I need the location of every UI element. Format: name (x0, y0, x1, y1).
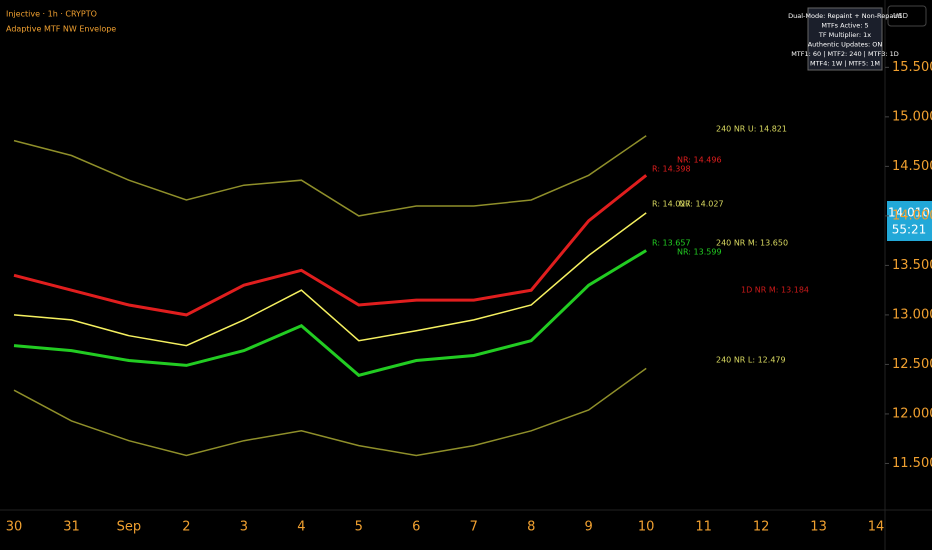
annotation: R: 14.398 (652, 165, 691, 174)
price-tag (887, 201, 932, 241)
x-tick-label: Sep (117, 520, 142, 535)
series-line (13, 135, 647, 217)
series-line (13, 249, 647, 377)
annotation: NR: 14.496 (677, 156, 722, 165)
y-tick-label: 12.000 (892, 406, 932, 421)
x-tick-label: 14 (868, 520, 885, 535)
x-tick-label: 2 (182, 520, 190, 535)
x-tick-label: 30 (6, 520, 23, 535)
annotation: 240 NR M: 13.650 (716, 239, 788, 248)
y-tick-label: 14.500 (892, 159, 932, 174)
x-tick-label: 10 (638, 520, 655, 535)
x-tick-label: 11 (695, 520, 712, 535)
countdown: 55:21 (892, 223, 927, 237)
y-tick-label: 13.000 (892, 307, 932, 322)
y-tick-label: 13.500 (892, 258, 932, 273)
annotation: NR: 13.599 (677, 248, 722, 257)
x-tick-label: 31 (63, 520, 80, 535)
info-line: MTF4: 1W | MTF5: 1M (810, 60, 880, 68)
y-tick-label: 12.500 (892, 357, 932, 372)
annotation: 240 NR L: 12.479 (716, 356, 786, 365)
x-tick-label: 4 (297, 520, 305, 535)
info-line: Authentic Updates: ON (808, 41, 883, 49)
x-tick-label: 8 (527, 520, 535, 535)
y-tick-label: 14.000 (892, 208, 932, 223)
x-tick-label: 7 (470, 520, 478, 535)
y-tick-label: 15.500 (892, 60, 932, 75)
annotation: 1D NR M: 13.184 (741, 286, 809, 295)
symbol: Injective · 1h · CRYPTO (6, 10, 97, 19)
annotation: 240 NR U: 14.821 (716, 125, 787, 134)
x-tick-label: 9 (585, 520, 593, 535)
series-line (13, 367, 647, 457)
info-line: Dual-Mode: Repaint + Non-Repaint (788, 12, 902, 20)
info-box (807, 7, 883, 71)
indicator-name: Adaptive MTF NW Envelope (6, 25, 116, 34)
series-line (13, 174, 648, 317)
currency-button[interactable] (887, 5, 927, 27)
series-line (13, 212, 647, 347)
annotation: R: 13.657 (652, 239, 691, 248)
x-tick-label: 5 (355, 520, 363, 535)
price: 14.010 (888, 206, 930, 220)
info-line: MTFs Active: 5 (821, 22, 868, 30)
currency: USD (893, 12, 908, 20)
y-tick-label: 15.000 (892, 109, 932, 124)
annotation: R: 14.027 (652, 200, 691, 209)
info-line: TF Multiplier: 1x (818, 31, 871, 39)
info-line: MTF1: 60 | MTF2: 240 | MTF3: 1D (791, 50, 899, 58)
x-tick-label: 12 (753, 520, 770, 535)
y-tick-label: 11.500 (892, 456, 932, 471)
annotation: NR: 14.027 (679, 200, 724, 209)
x-tick-label: 6 (412, 520, 420, 535)
x-tick-label: 13 (810, 520, 827, 535)
x-tick-label: 3 (240, 520, 248, 535)
